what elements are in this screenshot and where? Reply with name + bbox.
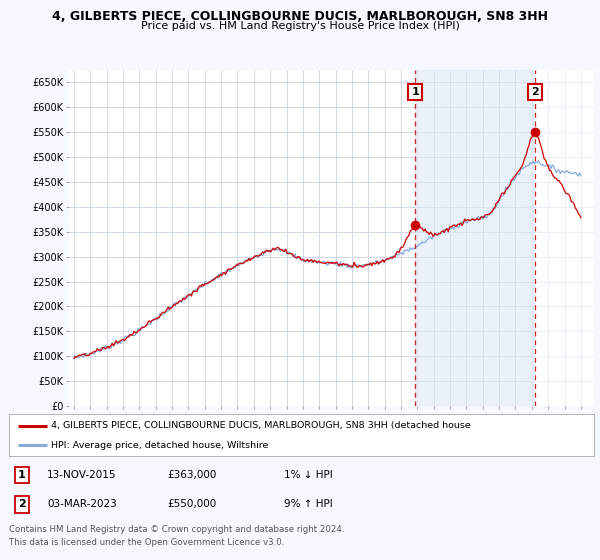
Text: This data is licensed under the Open Government Licence v3.0.: This data is licensed under the Open Gov… — [9, 538, 284, 547]
Text: Contains HM Land Registry data © Crown copyright and database right 2024.: Contains HM Land Registry data © Crown c… — [9, 525, 344, 534]
Text: Price paid vs. HM Land Registry's House Price Index (HPI): Price paid vs. HM Land Registry's House … — [140, 21, 460, 31]
Text: 1: 1 — [412, 87, 419, 97]
Text: 4, GILBERTS PIECE, COLLINGBOURNE DUCIS, MARLBOROUGH, SN8 3HH: 4, GILBERTS PIECE, COLLINGBOURNE DUCIS, … — [52, 10, 548, 23]
Text: £550,000: £550,000 — [167, 500, 216, 510]
Bar — [415, 70, 535, 406]
Text: 1: 1 — [18, 470, 26, 480]
Text: 13-NOV-2015: 13-NOV-2015 — [47, 470, 116, 480]
Text: 9% ↑ HPI: 9% ↑ HPI — [284, 500, 332, 510]
Bar — [535, 70, 594, 406]
Text: 03-MAR-2023: 03-MAR-2023 — [47, 500, 117, 510]
Text: 2: 2 — [18, 500, 26, 510]
Text: 1% ↓ HPI: 1% ↓ HPI — [284, 470, 332, 480]
Text: HPI: Average price, detached house, Wiltshire: HPI: Average price, detached house, Wilt… — [51, 441, 268, 450]
Text: 4, GILBERTS PIECE, COLLINGBOURNE DUCIS, MARLBOROUGH, SN8 3HH (detached house: 4, GILBERTS PIECE, COLLINGBOURNE DUCIS, … — [51, 421, 471, 430]
Text: 2: 2 — [531, 87, 539, 97]
Text: £363,000: £363,000 — [167, 470, 217, 480]
